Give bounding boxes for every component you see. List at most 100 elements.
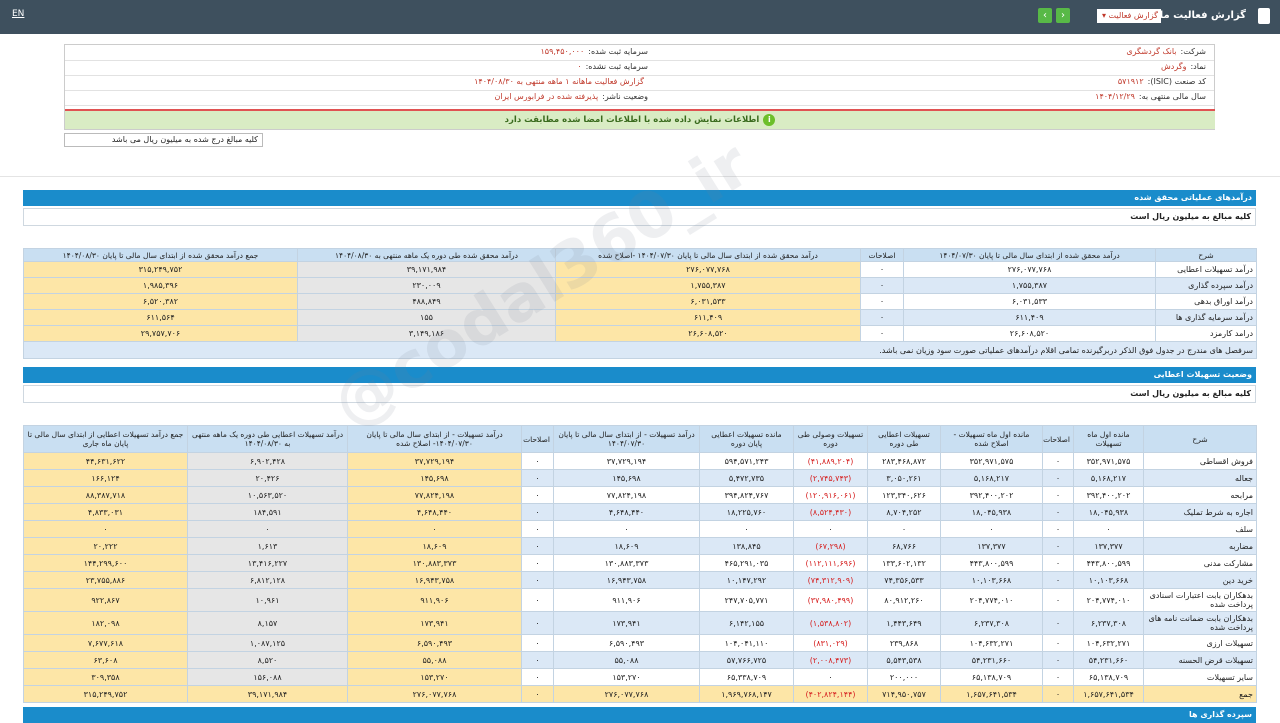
cell: ۱۳۷,۳۷۷ — [940, 537, 1043, 555]
column-header: شرح — [1155, 248, 1257, 262]
cell: ۰ — [521, 651, 554, 669]
header-row: شرح درآمد محقق شده از ابتدای سال مالی تا … — [23, 248, 1257, 262]
cell: ۶۵,۱۳۸,۷۰۹ — [1073, 668, 1144, 686]
cell: ۳۱۵,۲۴۹,۷۵۲ — [23, 261, 298, 278]
cell: ۱۸,۶۰۹ — [553, 537, 700, 555]
cell: ۰ — [1042, 651, 1074, 669]
next-button[interactable]: › — [1056, 8, 1070, 23]
cell: ۱۸,۰۴۵,۹۳۸ — [1073, 503, 1144, 521]
info-row: کد صنعت (ISIC):۵۷۱۹۱۲ گزارش فعالیت ماهانه… — [65, 75, 1214, 91]
info-value: پذیرفته شده در فرابورس ایران — [494, 92, 599, 101]
cell: ۵۴,۲۳۱,۶۶۰ — [1073, 651, 1144, 669]
cell: (۴۱,۸۸۹,۲۰۴) — [793, 452, 868, 470]
column-header: تسهیلات اعطایی طی دوره — [867, 425, 941, 453]
info-label: کد صنعت (ISIC): — [1147, 77, 1206, 86]
cell: ۰ — [23, 520, 188, 538]
cell: ۲۷۶,۰۷۷,۷۶۸ — [903, 261, 1156, 278]
column-header: جمع درآمد تسهیلات اعطایی از ابتدای سال م… — [23, 425, 188, 453]
cell: ۶,۰۳۱,۵۳۳ — [555, 293, 861, 310]
cell: ۴,۶۴۸,۴۴۰ — [347, 503, 522, 521]
cell: ۱۳۰,۸۸۳,۳۷۳ — [347, 554, 522, 572]
cell: ۰ — [347, 520, 522, 538]
column-header: درآمد محقق شده از ابتدای سال مالی تا پای… — [903, 248, 1156, 262]
table-row: درآمد تسهیلات اعطایی ۲۷۶,۰۷۷,۷۶۸ ۰ ۲۷۶,۰۷۷,… — [23, 261, 1257, 278]
unit-note: کلیه مبالغ درج شده به میلیون ریال می باش… — [64, 133, 263, 147]
column-header: شرح — [1143, 425, 1257, 453]
cell: ۸,۱۵۷ — [187, 611, 348, 635]
cell: ۲۴۷,۷۰۵,۷۷۱ — [699, 588, 794, 612]
row-label: بدهکاران بابت ضمانت نامه های پرداخت شده — [1143, 611, 1257, 635]
cell: ۷۱۴,۹۵۰,۷۵۷ — [867, 685, 941, 703]
cell: ۳۷,۷۲۹,۱۹۴ — [553, 452, 700, 470]
table-row: سلف ۰ ۰ ۰ ۰ ۰ ۰ ۰ ۰ ۰ ۰ ۰ — [23, 520, 1257, 538]
column-header: جمع درآمد محقق شده از ابتدای سال مالی تا… — [23, 248, 298, 262]
cell: ۱۴۵,۶۹۸ — [347, 469, 522, 487]
row-label: خرید دین — [1143, 571, 1257, 589]
cell: ۵,۱۶۸,۲۱۷ — [940, 469, 1043, 487]
info-value: ۵۷۱۹۱۲ — [1117, 77, 1144, 86]
cell: ۱,۰۸۷,۱۲۵ — [187, 634, 348, 652]
cell: ۰ — [521, 469, 554, 487]
cell: ۱,۶۱۳ — [187, 537, 348, 555]
column-header: درآمد محقق شده از ابتدای سال مالی تا پای… — [555, 248, 861, 262]
cell: ۱۷۳,۹۴۱ — [553, 611, 700, 635]
cell: ۵,۵۴۳,۵۳۸ — [867, 651, 941, 669]
cell: (۸,۵۲۴,۴۳۰) — [793, 503, 868, 521]
cell: ۰ — [699, 520, 794, 538]
verify-banner: iاطلاعات نمایش داده شده با اطلاعات امضا … — [65, 109, 1215, 129]
cell: ۱۰۴,۶۳۲,۲۷۱ — [940, 634, 1043, 652]
cell: ۸۰,۹۱۲,۲۶۰ — [867, 588, 941, 612]
cell: ۰ — [1042, 588, 1074, 612]
cell: ۰ — [1042, 452, 1074, 470]
cell: ۴,۸۳۳,۰۳۱ — [23, 503, 188, 521]
prev-button[interactable]: ‹ — [1038, 8, 1052, 23]
cell: ۰ — [521, 668, 554, 686]
cell: ۱۰۴,۶۳۲,۲۷۱ — [1073, 634, 1144, 652]
footnote: سرفصل های مندرج در جدول فوق الذکر دربرگی… — [23, 341, 1257, 359]
cell: ۲۰۰,۰۰۰ — [867, 668, 941, 686]
cell: ۹۱۱,۹۰۶ — [553, 588, 700, 612]
cell: ۱۵۵ — [297, 309, 556, 326]
row-label: مرابحه — [1143, 486, 1257, 504]
cell: ۱۰۴,۰۴۱,۱۱۰ — [699, 634, 794, 652]
separator — [0, 176, 1280, 177]
table-row: فروش اقساطی ۳۵۲,۹۷۱,۵۷۵ ۰ ۳۵۲,۹۷۱,۵۷۵ ۲۸۳,۴۶… — [23, 452, 1257, 470]
column-header: درآمد محقق شده طی دوره یک ماهه منتهی به … — [297, 248, 556, 262]
cell: ۱۷۳,۹۴۱ — [347, 611, 522, 635]
row-label: تسهیلات ارزی — [1143, 634, 1257, 652]
row-label: مشارکت مدنی — [1143, 554, 1257, 572]
cell: (۷۴,۳۱۲,۹۰۹) — [793, 571, 868, 589]
row-label: درآمد اوراق بدهی — [1155, 293, 1257, 310]
cell: ۰ — [1042, 486, 1074, 504]
cell: ۱۸,۶۰۹ — [347, 537, 522, 555]
table-row: مضاربه ۱۳۷,۳۷۷ ۰ ۱۳۷,۳۷۷ ۶۸,۷۶۶ (۶۷,۲۹۸) ۱۳۸,۸… — [23, 537, 1257, 555]
info-label: نماد: — [1190, 62, 1206, 71]
table-row: بدهکاران بابت ضمانت نامه های پرداخت شده ۶… — [23, 611, 1257, 635]
cell: ۵۹۴,۵۷۱,۲۴۳ — [699, 452, 794, 470]
cell: ۱۵۳,۲۷۰ — [347, 668, 522, 686]
section-unit: کلیه مبالغ به میلیون ریال است — [23, 208, 1256, 226]
cell: (۴۰۲,۸۲۴,۱۴۴) — [793, 685, 868, 703]
report-icon — [1258, 8, 1270, 24]
info-item: سرمایه ثبت نشده:۰ — [577, 62, 648, 71]
cell: ۶۱۱,۴۰۹ — [903, 309, 1156, 326]
cell: ۰ — [1042, 554, 1074, 572]
cell: ۲۸۳,۴۶۸,۸۷۲ — [867, 452, 941, 470]
cell: ۰ — [1042, 469, 1074, 487]
cell: ۲۷۶,۰۷۷,۷۶۸ — [347, 685, 522, 703]
cell: ۹۲۲,۸۶۷ — [23, 588, 188, 612]
cell: ۰ — [521, 503, 554, 521]
cell: ۰ — [1042, 503, 1074, 521]
info-icon: i — [763, 113, 776, 126]
language-link[interactable]: EN — [12, 9, 25, 19]
cell: (۲,۰۰۸,۴۷۳) — [793, 651, 868, 669]
column-header: مانده اول ماه تسهیلات - اصلاح شده — [940, 425, 1043, 453]
cell: (۲,۷۴۵,۷۴۳) — [793, 469, 868, 487]
report-dropdown[interactable]: گزارش فعالیت ▾ — [1097, 9, 1161, 23]
cell: ۰ — [521, 611, 554, 635]
cell: ۱۸۴,۵۹۱ — [187, 503, 348, 521]
cell: ۵,۴۷۲,۷۳۵ — [699, 469, 794, 487]
cell: ۴۴۳,۸۰۰,۵۹۹ — [940, 554, 1043, 572]
info-item: سرمایه ثبت شده:۱۵۹,۴۵۰,۰۰۰ — [541, 47, 649, 56]
column-header: مانده تسهیلات اعطایی پایان دوره — [699, 425, 794, 453]
